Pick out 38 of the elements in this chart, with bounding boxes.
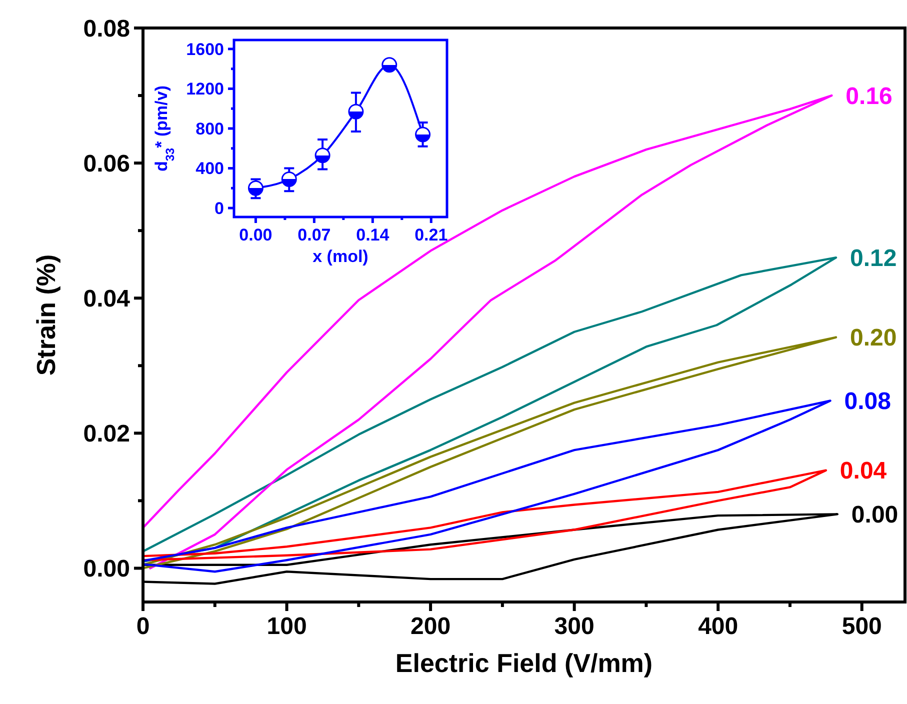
x-axis-title: Electric Field (V/mm) [395, 648, 653, 678]
series-label: 0.16 [846, 82, 892, 110]
point [382, 57, 398, 73]
y-axis-title: Strain (%) [31, 254, 61, 376]
x-tick-label: 0 [136, 613, 150, 640]
series-label: 0.00 [851, 502, 898, 529]
line-series [142, 469, 828, 562]
x-tick-label: 0.07 [298, 226, 331, 245]
point [248, 180, 264, 196]
y-tick-label: 0.06 [83, 150, 130, 178]
line-series [142, 400, 832, 573]
series-label: 0.12 [850, 245, 897, 272]
y-tick-label: 0.02 [83, 420, 130, 448]
y-tick-label: 800 [196, 119, 224, 138]
x-tick-label: 0.21 [414, 226, 448, 245]
x-tick-label: 100 [266, 613, 307, 640]
x-axis-title: x (mol) [312, 247, 368, 266]
y-tick-label: 0.04 [83, 286, 131, 313]
x-tick-label: 300 [554, 613, 594, 640]
point [348, 104, 364, 120]
y-tick-label: 0.08 [83, 15, 130, 42]
point [281, 171, 297, 187]
point [314, 148, 330, 164]
line-series [142, 336, 838, 570]
x-tick-label: 0.00 [239, 226, 272, 245]
y-tick-label: 0.00 [83, 556, 130, 583]
y-tick-label: 1600 [186, 40, 224, 59]
y-tick-label: 0 [214, 199, 224, 218]
x-tick-label: 400 [698, 613, 738, 640]
y-tick-label: 400 [196, 159, 224, 178]
series-label: 0.08 [844, 388, 891, 416]
series-label: 0.20 [850, 324, 897, 352]
point [415, 126, 431, 142]
x-tick-label: 500 [842, 613, 882, 640]
x-tick-label: 0.14 [356, 226, 390, 245]
y-tick-label: 1200 [186, 80, 224, 99]
x-tick-label: 200 [410, 613, 451, 640]
series-label: 0.04 [840, 458, 888, 485]
